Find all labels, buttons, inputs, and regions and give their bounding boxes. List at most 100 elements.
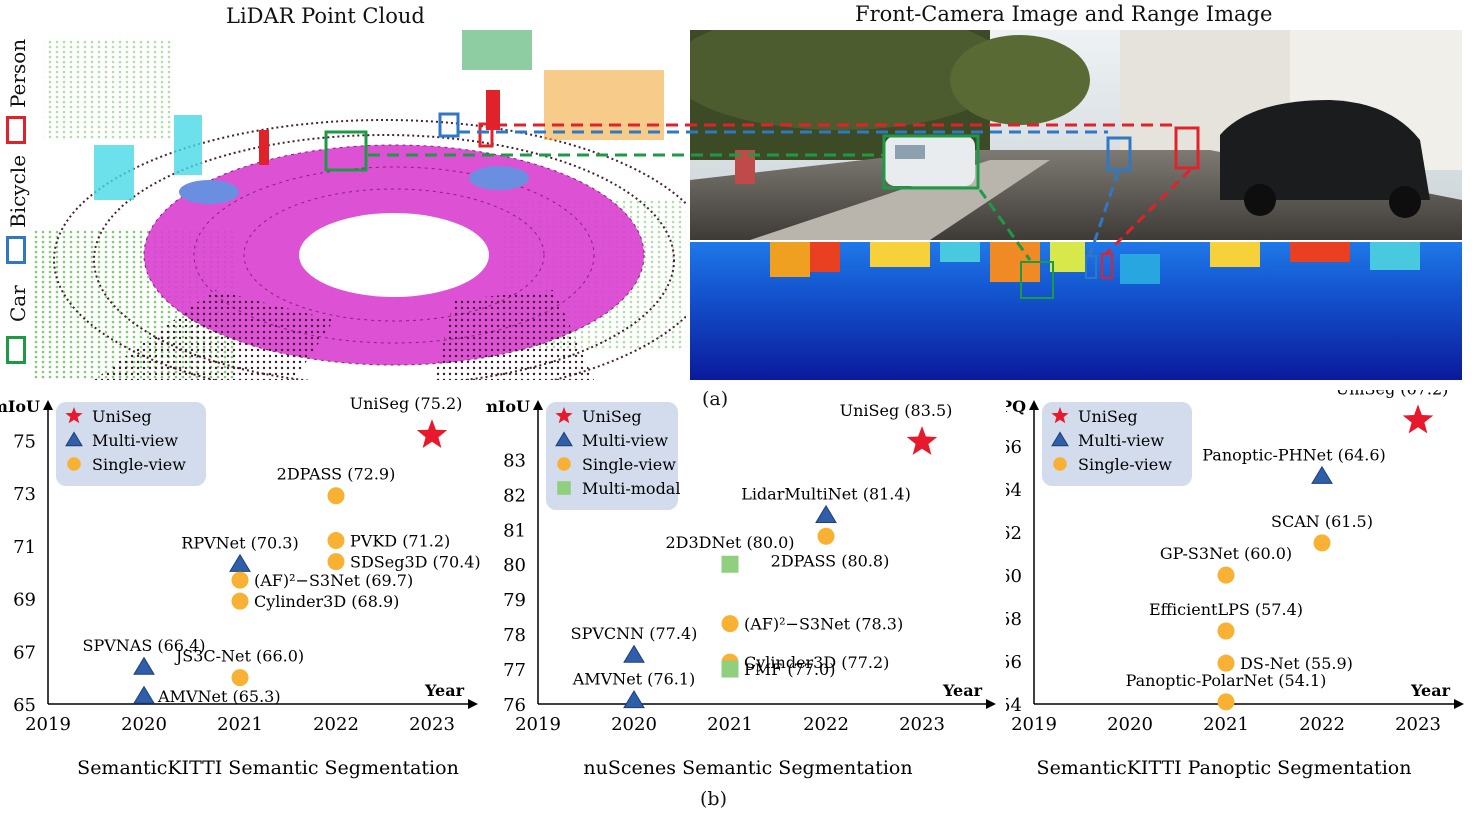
x-tick-label: 2021 [217,714,263,735]
point-spvcnn-77-4 [623,644,645,663]
x-axis-arrow [986,699,996,709]
y-tick-label: 78 [503,625,526,646]
point-amvnet-76-1 [623,690,645,709]
y-tick-label: 69 [13,590,36,611]
point-label-uniseg-67-2: UniSeg (67.2) [1336,390,1449,398]
point-js3c-net-66-0 [231,669,249,687]
point-uniseg-67-2 [1402,404,1434,434]
x-tick-label: 2022 [803,714,849,735]
point-cylinder3d-68-9 [231,592,249,610]
point-label-cylinder3d-77-2: Cylinder3D (77.2) [744,653,889,672]
x-axis-label: Year [424,681,465,700]
point-label-efficientlps-57-4: EfficientLPS (57.4) [1149,600,1303,619]
point-scan-61-5 [1313,534,1331,552]
legend-label: Multi-view [1078,431,1164,450]
legend-marker-triangle [1051,431,1069,447]
point-label-2dpass-80-8: 2DPASS (80.8) [771,551,890,570]
x-tick-label: 2023 [899,714,945,735]
point-af-s3net-69-7 [231,571,249,589]
caption-a: (a) [702,388,729,410]
y-axis-arrow [43,400,53,410]
y-tick-label: 73 [13,484,36,505]
point-label-amvnet-76-1: AMVNet (76.1) [572,670,696,689]
y-tick-label: 83 [503,450,526,471]
legend-car-box [6,336,26,364]
point-spvnas-66-4 [133,656,155,675]
x-tick-label: 2023 [409,714,455,735]
point-label-2d3dnet-80-0: 2D3DNet (80.0) [665,533,794,552]
legend-marker-square [557,481,571,495]
chart-title: nuScenes Semantic Segmentation [583,757,912,779]
point-sdseg3d-70-4 [327,553,345,571]
chart-title: SemanticKITTI Semantic Segmentation [77,757,459,779]
point-label-pvkd-71-2: PVKD (71.2) [350,532,450,551]
point-label-rpvnet-70-3: RPVNet (70.3) [181,533,298,552]
point-ds-net-55-9 [1217,654,1235,672]
point-label-spvcnn-77-4: SPVCNN (77.4) [571,624,698,643]
point-label-lidarmultinet-81-4: LidarMultiNet (81.4) [741,484,911,503]
x-tick-label: 2019 [1011,714,1057,735]
legend-label: Multi-modal [582,479,680,498]
y-tick-label: 66 [1006,437,1022,458]
x-tick-label: 2020 [611,714,657,735]
y-tick-label: 80 [503,555,526,576]
legend-marker-star [65,407,83,424]
point-label-spvnas-66-4: SPVNAS (66.4) [83,636,206,655]
x-tick-label: 2023 [1395,714,1441,735]
chart-title: SemanticKITTI Panoptic Segmentation [1037,757,1412,779]
x-axis-label: Year [942,681,983,700]
x-axis-arrow [468,699,478,709]
y-tick-label: 71 [13,537,36,558]
correspondence-lines [368,123,1192,261]
y-axis-arrow [533,400,543,410]
x-tick-label: 2021 [707,714,753,735]
point-label-scan-61-5: SCAN (61.5) [1271,512,1373,531]
point-2d3dnet-80-0 [721,555,739,573]
legend-box [546,402,678,510]
y-tick-label: 77 [503,660,526,681]
point-pvkd-71-2 [327,532,345,550]
point-label-cylinder3d-68-9: Cylinder3D (68.9) [254,592,399,611]
x-tick-label: 2021 [1203,714,1249,735]
point-label-panoptic-polarnet-54-1: Panoptic-PolarNet (54.1) [1126,671,1327,690]
legend-marker-circle [1053,457,1067,471]
chart-semantickitti-panoptic: Year PQ 2019 2020 2021 2022 2023 54 56 58 60 62 64 66… [1006,390,1464,779]
front-camera-image [690,30,1462,240]
x-tick-label: 2022 [313,714,359,735]
legend-person-box [6,116,26,144]
legend-label: Single-view [1078,455,1172,474]
point-uniseg-75-2 [416,419,448,448]
y-axis-label: mIoU [486,397,530,416]
legend-label: Single-view [582,455,676,474]
chart-semantickitti-semantic: Year mIoU 2019 2020 2021 2022 2023 65 67 69 71 73 75… [0,394,481,779]
legend-marker-star [1051,407,1069,424]
legend-label: Multi-view [92,431,178,450]
point-rpvnet-70-3 [229,553,251,572]
point-label-ds-net-55-9: DS-Net (55.9) [1240,654,1353,673]
point-af-s3net-78-3 [721,615,739,633]
legend-marker-star [555,407,573,424]
legend-label: UniSeg [92,407,152,426]
y-tick-label: 81 [503,520,526,541]
x-tick-label: 2020 [121,714,167,735]
point-lidarmultinet-81-4 [815,504,837,523]
y-tick-label: 67 [13,642,36,663]
legend-box [56,402,206,486]
point-label-af-s3net-78-3: (AF)²−S3Net (78.3) [744,615,903,634]
legend-marker-circle [557,457,571,471]
point-panoptic-phnet-64-6 [1311,465,1333,484]
x-tick-label: 2022 [1299,714,1345,735]
y-tick-label: 82 [503,485,526,506]
point-label-gp-s3net-60-0: GP-S3Net (60.0) [1160,544,1292,563]
range-image [690,242,1462,380]
point-efficientlps-57-4 [1217,622,1235,640]
point-amvnet-65-3 [133,685,155,704]
legend-label: UniSeg [1078,407,1138,426]
point-2dpass-72-9 [327,487,345,505]
y-tick-label: 56 [1006,652,1022,673]
y-axis-label: mIoU [0,397,40,416]
legend-label: Multi-view [582,431,668,450]
x-axis-arrow [1454,699,1464,709]
x-tick-label: 2019 [515,714,561,735]
x-axis-label: Year [1410,681,1451,700]
